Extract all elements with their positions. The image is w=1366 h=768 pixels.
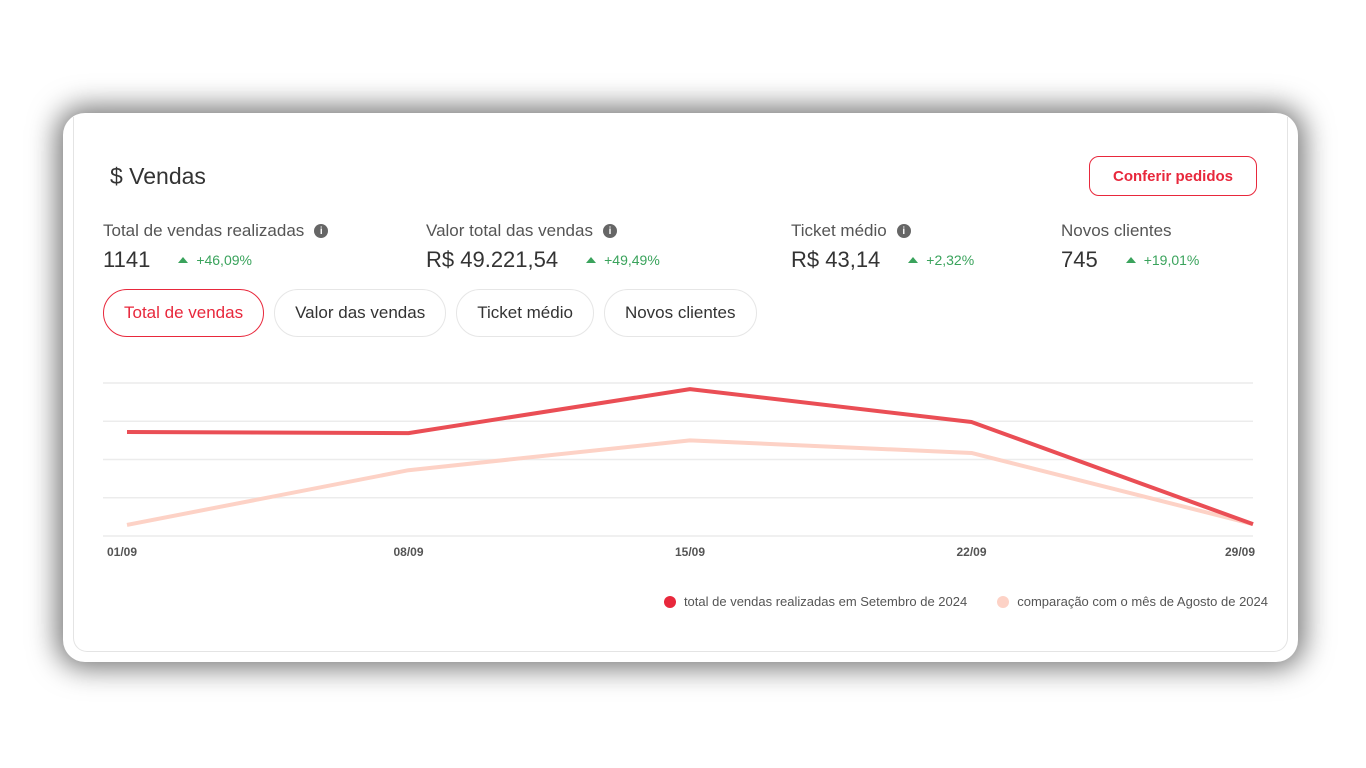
metric-label-row: Total de vendas realizadas i — [103, 221, 329, 241]
metric-delta: +46,09% — [178, 252, 252, 268]
metric-label-row: Novos clientes — [1061, 221, 1199, 241]
metric-2: Ticket médio i R$ 43,14 +2,32% — [791, 221, 974, 273]
metric-value-row: R$ 43,14 +2,32% — [791, 247, 974, 273]
arrow-up-icon — [1125, 257, 1136, 263]
arrow-up-icon — [908, 257, 919, 263]
x-tick-label: 22/09 — [956, 545, 986, 559]
arrow-up-icon — [178, 257, 189, 263]
x-tick-label: 15/09 — [675, 545, 705, 559]
x-tick-label: 08/09 — [393, 545, 423, 559]
metric-label-row: Ticket médio i — [791, 221, 974, 241]
info-icon[interactable]: i — [602, 224, 617, 238]
metric-value: 1141 — [103, 247, 151, 272]
legend-dot — [663, 595, 676, 608]
tab-2[interactable]: Ticket médio — [456, 289, 594, 337]
metric-value: R$ 49.221,54 — [426, 247, 559, 272]
info-icon[interactable]: i — [896, 224, 911, 238]
tab-3[interactable]: Novos clientes — [603, 289, 757, 337]
metric-delta-value: +49,49% — [604, 252, 660, 268]
chart-legend: total de vendas realizadas em Setembro d… — [663, 594, 1268, 609]
tab-1[interactable]: Valor das vendas — [274, 289, 447, 337]
info-icon[interactable]: i — [314, 224, 329, 238]
metric-delta: +49,49% — [586, 252, 660, 268]
check-orders-button[interactable]: Conferir pedidos — [1089, 156, 1257, 196]
metric-label: Ticket médio — [791, 221, 887, 240]
x-tick-label: 01/09 — [107, 545, 137, 559]
line-chart: 01/09 08/09 15/09 22/09 29/09 — [103, 382, 1255, 559]
legend-item-august: comparação com o mês de Agosto de 2024 — [997, 594, 1268, 609]
legend-dot — [997, 595, 1010, 608]
card-inner — [73, 117, 1288, 652]
metric-label-row: Valor total das vendas i — [426, 221, 660, 241]
chart-tabs: Total de vendas Valor das vendas Ticket mé… — [103, 289, 757, 337]
metric-delta: +19,01% — [1125, 252, 1200, 268]
legend-label: comparação com o mês de Agosto de 2024 — [1017, 594, 1268, 609]
metric-delta-value: +46,09% — [196, 252, 252, 268]
metric-label: Valor total das vendas — [426, 221, 593, 240]
tab-0[interactable]: Total de vendas — [103, 289, 265, 337]
x-tick-label: 29/09 — [1225, 545, 1255, 559]
series-line-1 — [126, 438, 1254, 527]
metric-value: R$ 43,14 — [791, 247, 881, 272]
metric-delta-value: +19,01% — [1143, 252, 1200, 268]
metric-value-row: 745 +19,01% — [1061, 247, 1199, 273]
metric-label: Novos clientes — [1061, 221, 1172, 240]
card-title: $ Vendas — [110, 163, 206, 189]
metric-label: Total de vendas realizadas — [103, 221, 305, 240]
arrow-up-icon — [586, 257, 597, 263]
metric-0: Total de vendas realizadas i 1141 +46,09% — [103, 221, 329, 273]
metric-value-row: R$ 49.221,54 +49,49% — [426, 247, 660, 273]
series-line-0 — [126, 387, 1254, 527]
metric-delta: +2,32% — [908, 252, 974, 268]
legend-label: total de vendas realizadas em Setembro d… — [683, 594, 968, 609]
metric-delta-value: +2,32% — [926, 252, 975, 268]
sales-card: $ Vendas Conferir pedidos Total de venda… — [63, 113, 1298, 662]
metric-1: Valor total das vendas i R$ 49.221,54 +49… — [426, 221, 660, 273]
metric-value: 745 — [1061, 247, 1098, 272]
metric-3: Novos clientes 745 +19,01% — [1061, 221, 1199, 273]
metric-value-row: 1141 +46,09% — [103, 247, 328, 273]
legend-item-september: total de vendas realizadas em Setembro d… — [663, 594, 968, 609]
